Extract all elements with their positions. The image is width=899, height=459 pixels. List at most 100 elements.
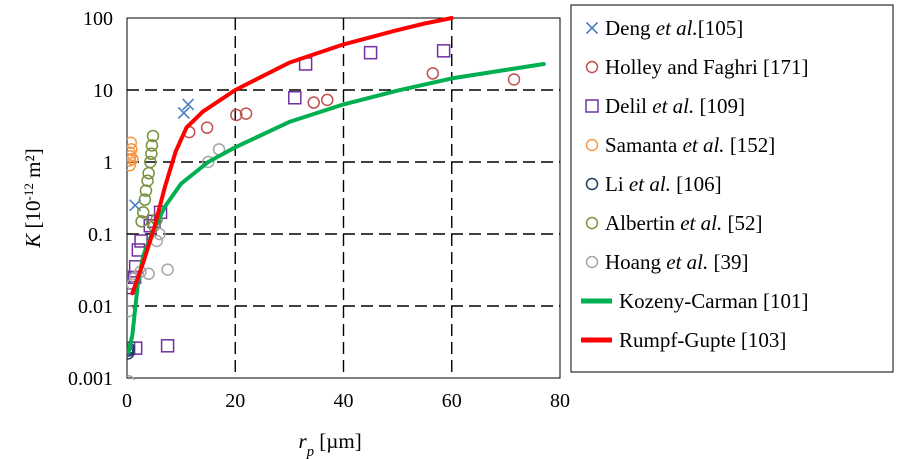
legend-swatch bbox=[585, 216, 599, 230]
y-tick-label: 0.1 bbox=[88, 224, 113, 246]
data-point bbox=[182, 98, 195, 111]
x-tick-label: 40 bbox=[334, 390, 354, 412]
x-tick-label: 0 bbox=[122, 390, 132, 412]
legend-label-part: [152] bbox=[725, 133, 776, 157]
legend-label: Kozeny-Carman [101] bbox=[619, 289, 809, 313]
legend-label-part: [109] bbox=[694, 94, 745, 118]
x-axis-label: rp [µm] bbox=[299, 429, 362, 459]
data-point bbox=[127, 159, 136, 172]
data-point bbox=[127, 152, 139, 166]
data-point bbox=[127, 375, 135, 380]
y-axis-label-part: m²] bbox=[21, 148, 45, 183]
data-point bbox=[239, 107, 253, 120]
data-point bbox=[585, 138, 599, 152]
legend-box bbox=[570, 4, 894, 373]
legend-item: Albertin et al. [52] bbox=[585, 211, 762, 235]
legend-item: Samanta et al. [152] bbox=[585, 133, 775, 157]
legend-item: Holley and Faghri [171] bbox=[585, 55, 809, 79]
data-point bbox=[200, 121, 214, 134]
y-axis-label-part: K bbox=[21, 233, 45, 249]
data-point bbox=[436, 44, 451, 58]
x-axis-label-part: [µm] bbox=[314, 429, 362, 453]
y-tick-label: 0.001 bbox=[68, 368, 113, 390]
data-point bbox=[161, 263, 174, 276]
legend-label: Samanta et al. [152] bbox=[605, 133, 775, 157]
data-point bbox=[585, 216, 599, 230]
data-point bbox=[139, 184, 153, 197]
legend-label-part: et al. bbox=[683, 133, 725, 157]
scatter-series bbox=[135, 129, 164, 233]
data-point bbox=[363, 45, 378, 60]
data-point bbox=[177, 106, 190, 120]
y-tick-label: 100 bbox=[83, 8, 113, 30]
legend-label-part: Holley and Faghri [171] bbox=[605, 55, 809, 79]
legend-label-part: et al. bbox=[656, 16, 698, 40]
data-point bbox=[146, 129, 160, 143]
scatter-series bbox=[129, 98, 195, 212]
data-point bbox=[136, 206, 150, 219]
data-point bbox=[288, 91, 302, 105]
data-point bbox=[507, 73, 521, 86]
line-series bbox=[130, 16, 454, 296]
data-point bbox=[127, 143, 138, 156]
plot-area bbox=[126, 16, 561, 380]
data-point bbox=[135, 215, 148, 228]
legend-label-part: [52] bbox=[722, 211, 762, 235]
legend-label-part: [39] bbox=[708, 250, 748, 274]
y-tick-label: 1 bbox=[103, 152, 113, 174]
legend-label: Delil et al. [109] bbox=[605, 94, 745, 118]
data-point bbox=[138, 193, 152, 206]
data-point bbox=[127, 136, 138, 150]
legend-label: Holley and Faghri [171] bbox=[605, 55, 809, 79]
y-axis-label: K [10-12 m²] bbox=[21, 148, 46, 249]
data-point bbox=[142, 267, 155, 281]
legend-label-part: Li bbox=[605, 172, 629, 196]
legend-item: Kozeny-Carman [101] bbox=[581, 289, 809, 313]
data-point bbox=[426, 67, 440, 80]
x-tick-label: 80 bbox=[550, 390, 570, 412]
y-axis-label-part: [10 bbox=[21, 200, 45, 233]
legend-item: Delil et al. [109] bbox=[585, 94, 745, 118]
series-group bbox=[127, 16, 546, 380]
legend-swatch bbox=[585, 138, 599, 152]
scatter-series bbox=[127, 136, 139, 172]
data-point bbox=[585, 21, 599, 35]
legend-label-part: Hoang bbox=[605, 250, 666, 274]
x-tick-label: 20 bbox=[225, 390, 245, 412]
legend-swatch bbox=[585, 255, 599, 269]
x-axis: 0 20 40 60 80 rp [µm] bbox=[122, 390, 570, 459]
legend-item: Deng et al.[105] bbox=[585, 16, 743, 40]
x-tick-label: 60 bbox=[442, 390, 462, 412]
legend-label: Hoang et al. [39] bbox=[605, 250, 749, 274]
data-point bbox=[145, 147, 158, 161]
y-axis: 0.001 0.01 0.1 1 10 100 K [10-12 m²] bbox=[21, 8, 114, 390]
data-point bbox=[307, 96, 320, 109]
legend-label-part: et al. bbox=[629, 172, 671, 196]
data-point bbox=[127, 150, 137, 163]
legend-label: Albertin et al. [52] bbox=[605, 211, 762, 235]
legend-label-part: Delil bbox=[605, 94, 652, 118]
legend-swatch bbox=[585, 21, 599, 35]
legend-label-part: Samanta bbox=[605, 133, 683, 157]
data-point bbox=[144, 155, 157, 169]
y-tick-label: 10 bbox=[93, 80, 113, 102]
data-point bbox=[160, 339, 175, 353]
legend-label: Deng et al.[105] bbox=[605, 16, 743, 40]
x-axis-label-part: r bbox=[299, 429, 308, 453]
data-point bbox=[321, 93, 334, 107]
data-point bbox=[585, 255, 599, 269]
legend-label-part: [105] bbox=[698, 16, 744, 40]
legend-label-part: Deng bbox=[605, 16, 656, 40]
y-tick-label: 0.01 bbox=[78, 296, 113, 318]
legend-swatch bbox=[585, 177, 599, 191]
legend-label: Li et al. [106] bbox=[605, 172, 722, 196]
legend: Deng et al.[105]Holley and Faghri [171]D… bbox=[570, 4, 894, 373]
legend-label-part: et al. bbox=[666, 250, 708, 274]
data-point bbox=[145, 139, 159, 152]
x-axis-label-part: p bbox=[306, 444, 314, 459]
data-point bbox=[141, 174, 154, 187]
legend-label-part: et al. bbox=[680, 211, 722, 235]
data-point bbox=[201, 155, 215, 169]
y-axis-label-part: -12 bbox=[21, 183, 36, 200]
